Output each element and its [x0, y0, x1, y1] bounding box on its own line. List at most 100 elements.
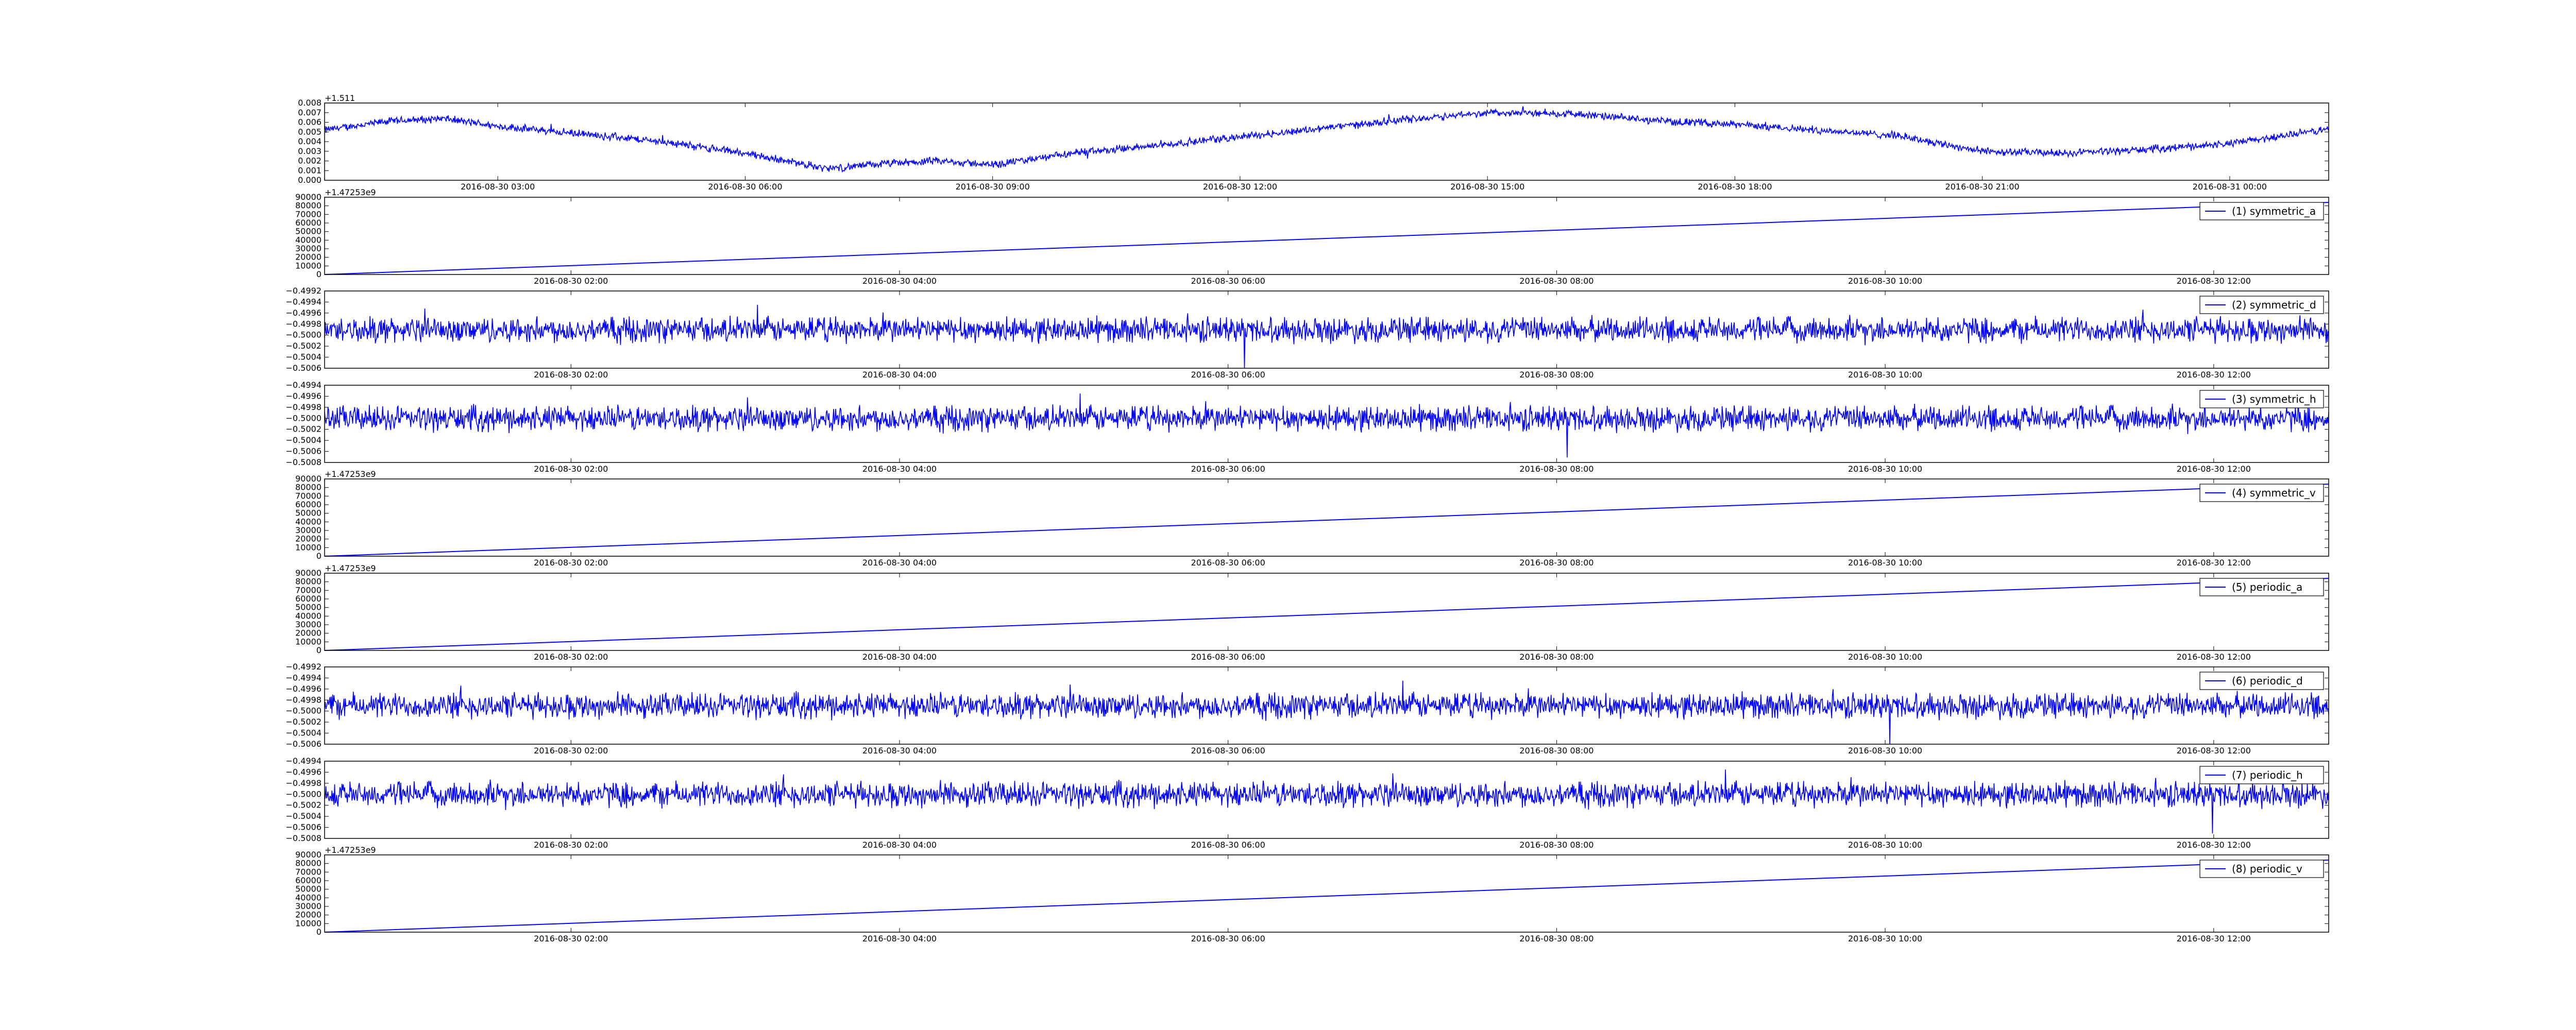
- y-tick-label: −0.5002: [286, 717, 321, 727]
- y-tick-label: −0.5000: [286, 706, 321, 716]
- subplot-1: 0.0000.0010.0020.0030.0040.0050.0060.007…: [298, 93, 2329, 192]
- x-tick-label: 2016-08-30 06:00: [1191, 276, 1265, 286]
- y-tick-label: 0: [316, 927, 321, 937]
- y-tick-label: 20000: [295, 252, 321, 262]
- x-tick-label: 2016-08-30 09:00: [956, 182, 1030, 192]
- x-tick-label: 2016-08-30 04:00: [862, 558, 937, 568]
- x-tick-label: 2016-08-30 10:00: [1848, 464, 1922, 474]
- x-tick-label: 2016-08-30 02:00: [534, 746, 608, 756]
- y-tick-label: −0.5002: [286, 424, 321, 434]
- x-tick-label: 2016-08-30 12:00: [2177, 840, 2251, 850]
- x-tick-label: 2016-08-30 04:00: [862, 464, 937, 474]
- x-tick-label: 2016-08-30 12:00: [2177, 276, 2251, 286]
- subplot-3: −0.5006−0.5004−0.5002−0.5000−0.4998−0.49…: [286, 286, 2329, 380]
- y-tick-label: 20000: [295, 628, 321, 638]
- axes-frame: [324, 573, 2329, 651]
- x-tick-label: 2016-08-30 04:00: [862, 840, 937, 850]
- x-tick-label: 2016-08-30 10:00: [1848, 934, 1922, 943]
- axes-frame: [324, 385, 2329, 463]
- x-tick-label: 2016-08-30 03:00: [461, 182, 535, 192]
- legend: (2) symmetric_d: [2199, 296, 2324, 314]
- axes-frame: [324, 290, 2329, 369]
- x-tick-label: 2016-08-30 06:00: [708, 182, 782, 192]
- axis-offset-label: +1.47253e9: [325, 563, 376, 573]
- x-tick-label: 2016-08-30 12:00: [1203, 182, 1277, 192]
- y-tick-label: 0.003: [298, 146, 321, 156]
- x-tick-label: 2016-08-30 10:00: [1848, 558, 1922, 568]
- x-tick-label: 2016-08-30 02:00: [534, 370, 608, 380]
- series-line-4-1: [324, 393, 2329, 458]
- subplot-6: 0100002000030000400005000060000700008000…: [295, 563, 2329, 662]
- y-tick-label: 90000: [295, 850, 321, 860]
- y-tick-label: 0: [316, 645, 321, 655]
- x-tick-label: 2016-08-30 02:00: [534, 276, 608, 286]
- y-tick-label: −0.5004: [286, 352, 321, 362]
- series-line-8-1: [324, 769, 2329, 834]
- y-tick-label: 80000: [295, 483, 321, 492]
- axes-frame: [324, 761, 2329, 839]
- y-tick-label: 50000: [295, 508, 321, 518]
- y-tick-label: 10000: [295, 261, 321, 270]
- x-tick-label: 2016-08-30 08:00: [1519, 652, 1594, 662]
- axes-frame: [324, 197, 2329, 275]
- x-tick-label: 2016-08-30 12:00: [2177, 746, 2251, 756]
- x-tick-label: 2016-08-30 21:00: [1945, 182, 2020, 192]
- x-tick-label: 2016-08-30 06:00: [1191, 840, 1265, 850]
- x-tick-label: 2016-08-30 08:00: [1519, 276, 1594, 286]
- series-line-6-1: [324, 578, 2329, 651]
- x-tick-label: 2016-08-30 06:00: [1191, 746, 1265, 756]
- y-tick-label: −0.4994: [286, 756, 321, 766]
- y-tick-label: −0.5004: [286, 728, 321, 738]
- y-tick-label: −0.5008: [286, 833, 321, 843]
- series-line-9-1: [324, 860, 2329, 933]
- x-tick-label: 2016-08-30 06:00: [1191, 934, 1265, 943]
- y-tick-label: 30000: [295, 244, 321, 253]
- axis-offset-label: +1.47253e9: [325, 187, 376, 197]
- y-tick-label: −0.4998: [286, 402, 321, 412]
- y-tick-label: 0.002: [298, 156, 321, 166]
- legend: (4) symmetric_v: [2199, 484, 2324, 502]
- y-tick-label: 0.006: [298, 117, 321, 127]
- y-tick-label: −0.4992: [286, 286, 321, 296]
- axes-frame: [324, 478, 2329, 557]
- x-tick-label: 2016-08-30 02:00: [534, 652, 608, 662]
- y-tick-label: 30000: [295, 620, 321, 629]
- x-tick-label: 2016-08-30 10:00: [1848, 840, 1922, 850]
- x-tick-label: 2016-08-30 06:00: [1191, 464, 1265, 474]
- y-tick-label: 0.008: [298, 98, 321, 108]
- y-tick-label: 0.005: [298, 127, 321, 136]
- y-tick-label: −0.5004: [286, 811, 321, 821]
- y-tick-label: −0.4994: [286, 673, 321, 682]
- y-tick-label: 50000: [295, 227, 321, 236]
- axes-frame: [324, 666, 2329, 745]
- y-tick-label: −0.5006: [286, 739, 321, 749]
- axes-frame: [324, 854, 2329, 933]
- y-tick-label: 60000: [295, 594, 321, 604]
- y-tick-label: 30000: [295, 901, 321, 911]
- y-tick-label: 10000: [295, 918, 321, 928]
- x-tick-label: 2016-08-30 08:00: [1519, 746, 1594, 756]
- y-tick-label: −0.5002: [286, 800, 321, 810]
- series-line-2-1: [324, 202, 2329, 275]
- y-tick-label: 0.007: [298, 108, 321, 117]
- x-tick-label: 2016-08-30 02:00: [534, 558, 608, 568]
- y-tick-label: 20000: [295, 910, 321, 920]
- y-tick-label: −0.5006: [286, 363, 321, 373]
- y-tick-label: 60000: [295, 500, 321, 509]
- y-tick-label: −0.5002: [286, 341, 321, 351]
- y-tick-label: −0.4992: [286, 662, 321, 672]
- legend-label: (8) periodic_v: [2232, 863, 2302, 875]
- y-tick-label: 80000: [295, 201, 321, 211]
- y-tick-label: −0.5000: [286, 789, 321, 799]
- legend: (6) periodic_d: [2199, 672, 2324, 690]
- x-tick-label: 2016-08-30 06:00: [1191, 370, 1265, 380]
- x-tick-label: 2016-08-30 08:00: [1519, 840, 1594, 850]
- legend: (8) periodic_v: [2199, 860, 2324, 878]
- x-tick-label: 2016-08-30 10:00: [1848, 652, 1922, 662]
- y-tick-label: −0.4996: [286, 767, 321, 777]
- y-tick-label: 40000: [295, 517, 321, 526]
- x-tick-label: 2016-08-30 04:00: [862, 276, 937, 286]
- y-tick-label: 90000: [295, 192, 321, 202]
- y-tick-label: 70000: [295, 209, 321, 219]
